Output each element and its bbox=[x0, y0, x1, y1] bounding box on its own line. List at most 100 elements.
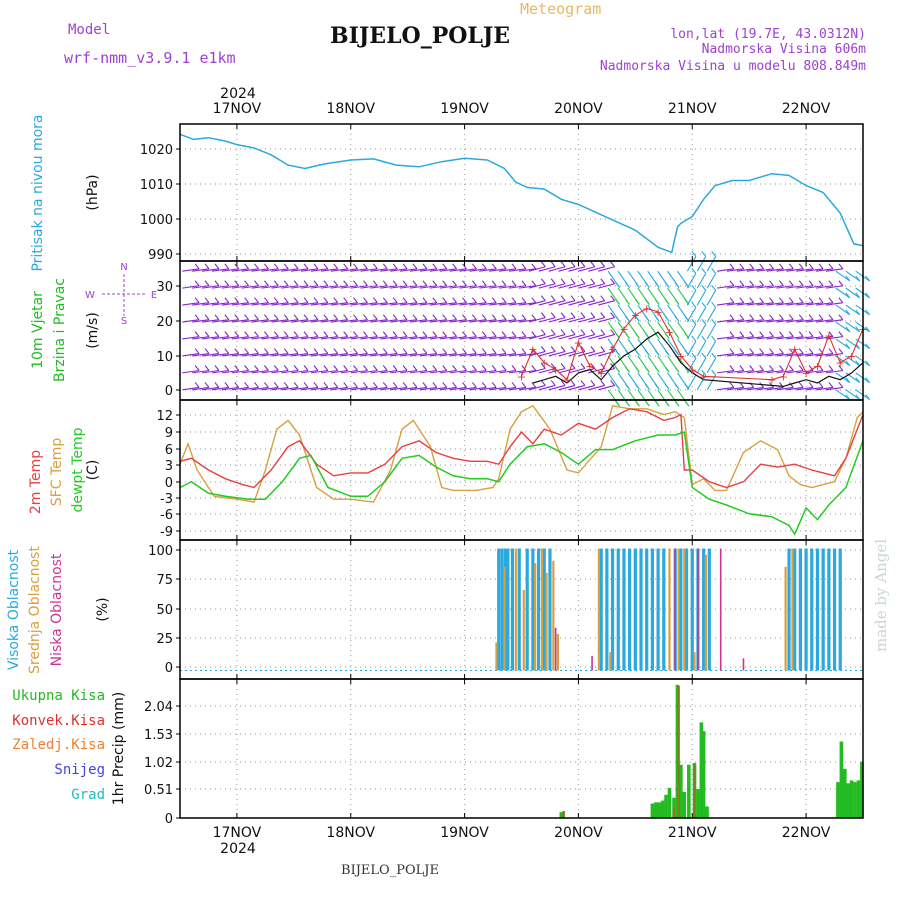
wind-barb bbox=[756, 302, 774, 306]
wind-barb-flag bbox=[560, 278, 566, 285]
wind-barb-flag bbox=[214, 331, 220, 337]
wind-barb-flag bbox=[343, 263, 349, 270]
wind-barb-flag bbox=[674, 333, 680, 339]
wind-barb-flag bbox=[711, 268, 717, 274]
wind-barb bbox=[429, 285, 447, 289]
wind-barb-flag bbox=[214, 263, 220, 270]
wind-barb-flag bbox=[402, 297, 408, 304]
precip-bar bbox=[705, 806, 709, 818]
wind-barb bbox=[716, 386, 734, 391]
wind-barb-flag bbox=[224, 297, 230, 304]
wind-barb bbox=[320, 336, 338, 340]
wind-barb-flag bbox=[353, 365, 358, 371]
wind-barb bbox=[825, 369, 843, 374]
wind-barb-flag bbox=[654, 400, 660, 407]
model-name: wrf-nmm_v3.9.1 e1km bbox=[64, 49, 236, 67]
wind-barb-flag bbox=[363, 263, 368, 270]
cloud-bar bbox=[545, 572, 548, 671]
unit-label-wind: (m/s) bbox=[85, 312, 101, 349]
wind-barb bbox=[202, 353, 219, 357]
cloud-bar bbox=[656, 548, 660, 671]
wind-barb bbox=[291, 353, 309, 357]
wind-barb-flag bbox=[333, 365, 339, 371]
wind-barb-flag bbox=[550, 261, 556, 268]
wind-barb-flag bbox=[204, 331, 210, 337]
wind-barb bbox=[499, 268, 517, 272]
wind-barb-flag bbox=[343, 382, 349, 388]
cloud-bar bbox=[610, 548, 615, 671]
wind-barb-flag bbox=[363, 331, 368, 337]
wind-barb bbox=[211, 386, 229, 391]
wind-barb-flag bbox=[353, 263, 358, 270]
wind-barb bbox=[746, 369, 764, 374]
cloud-bar bbox=[540, 548, 544, 671]
wind-barb bbox=[598, 384, 615, 391]
wind-barb bbox=[192, 386, 210, 391]
wind-barb-flag bbox=[254, 348, 259, 354]
wind-barb-flag bbox=[600, 261, 606, 268]
wind-barb-flag bbox=[204, 314, 210, 321]
wind-barb-flag bbox=[798, 297, 804, 304]
y-tick-label: 0 bbox=[165, 476, 173, 491]
wind-barb bbox=[291, 268, 309, 272]
wind-barb-flag bbox=[654, 350, 660, 356]
wind-barb bbox=[459, 369, 477, 374]
wind-barb-flag bbox=[293, 314, 299, 321]
precip-bar bbox=[853, 782, 857, 818]
wind-barb bbox=[429, 353, 447, 357]
gust-marker: + bbox=[608, 343, 617, 356]
wind-barb-flag bbox=[855, 360, 861, 367]
wind-barb bbox=[568, 334, 586, 340]
wind-barb bbox=[202, 369, 219, 374]
cloud-bar bbox=[707, 548, 711, 671]
y-tick-label: 9 bbox=[165, 426, 173, 441]
wind-barb bbox=[360, 268, 378, 272]
wind-barb-flag bbox=[828, 297, 834, 304]
wind-barb-flag bbox=[729, 365, 735, 371]
wind-barb-flag bbox=[293, 280, 299, 287]
y-tick-label: 1.02 bbox=[144, 756, 173, 771]
wind-barb-flag bbox=[729, 382, 735, 388]
y-tick-label: 50 bbox=[156, 603, 173, 618]
wind-barb bbox=[340, 386, 358, 391]
wind-barb bbox=[588, 266, 605, 272]
y-tick-label: 0 bbox=[165, 812, 173, 827]
wind-barb-flag bbox=[511, 263, 517, 270]
wind-barb-flag bbox=[778, 348, 784, 354]
wind-barb bbox=[449, 353, 467, 357]
wind-barb-flag bbox=[323, 280, 329, 287]
wind-barb bbox=[786, 285, 804, 289]
wind-barb-flag bbox=[214, 348, 220, 354]
wind-barb bbox=[528, 300, 546, 306]
wind-barb bbox=[291, 302, 309, 306]
wind-barb bbox=[598, 300, 615, 306]
wind-barb bbox=[706, 290, 717, 306]
wind-barb bbox=[370, 353, 388, 357]
wind-barb-flag bbox=[372, 314, 378, 321]
wind-barb-flag bbox=[531, 314, 537, 321]
wind-barb bbox=[816, 285, 834, 289]
wind-barb bbox=[825, 268, 843, 272]
y-tick-label: 20 bbox=[156, 315, 173, 330]
wind-barb bbox=[528, 266, 546, 272]
wind-barb-flag bbox=[501, 331, 507, 337]
wind-barb bbox=[301, 386, 319, 391]
wind-barb-flag bbox=[234, 382, 240, 388]
wind-barb bbox=[271, 319, 289, 323]
wind-barb bbox=[716, 319, 734, 323]
wind-barb bbox=[776, 285, 794, 289]
wind-barb-flag bbox=[615, 282, 621, 288]
wind-barb bbox=[578, 283, 595, 289]
wind-barb-flag bbox=[471, 280, 477, 287]
wind-barb-flag bbox=[501, 297, 507, 304]
wind-barb-flag bbox=[798, 382, 804, 388]
cloud-bar bbox=[690, 548, 694, 671]
wind-barb-flag bbox=[204, 263, 210, 270]
product-title: Meteogram bbox=[520, 0, 601, 18]
wind-barb-flag bbox=[625, 282, 630, 288]
wind-barb bbox=[716, 353, 734, 357]
wind-barb bbox=[756, 268, 774, 272]
wind-barb-flag bbox=[540, 363, 546, 369]
wind-barb bbox=[261, 353, 279, 357]
cloud-bar bbox=[742, 658, 745, 671]
